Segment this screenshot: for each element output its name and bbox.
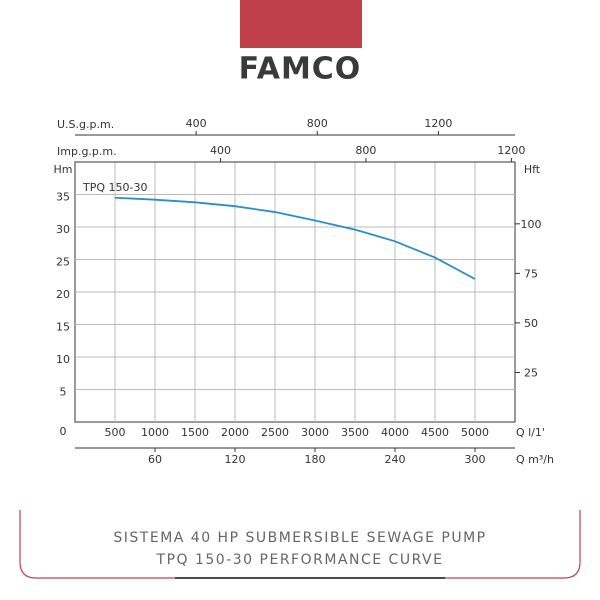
x2-tick-label: 400 [210, 144, 231, 157]
y-axis-label: Hm [54, 163, 73, 176]
curve [114, 196, 476, 280]
x2-tick-label: 240 [385, 453, 406, 466]
brand-bar [240, 0, 362, 48]
x2-tick-label: 800 [307, 117, 328, 130]
x-axis-label: Q l/1' [516, 426, 545, 439]
x2-tick-label: 180 [305, 453, 326, 466]
y-tick-label: 5 [60, 386, 67, 399]
x2-tick-label: 1200 [497, 144, 525, 157]
y-tick-label: 20 [56, 288, 70, 301]
x-tick-label: 1500 [181, 426, 209, 439]
y-tick-label: 10 [56, 353, 70, 366]
x2-tick-label: 400 [186, 117, 207, 130]
x-tick-label: 2000 [221, 426, 249, 439]
series-label: TPQ 150-30 [82, 181, 147, 194]
x-tick-label: 2500 [261, 426, 289, 439]
y2-tick-label: 75 [524, 267, 538, 280]
x-tick-label: 4500 [421, 426, 449, 439]
x-tick-label: 5000 [461, 426, 489, 439]
y-tick-label: 35 [56, 191, 70, 204]
x-tick-label: 1000 [141, 426, 169, 439]
y-tick-label: 30 [56, 223, 70, 236]
x2-tick-label: 300 [465, 453, 486, 466]
x2-tick-label: 800 [355, 144, 376, 157]
caption: TPQ 150-30 PERFORMANCE CURVE [156, 552, 444, 568]
x-tick-label: 3000 [301, 426, 329, 439]
y2-tick-label: 25 [524, 366, 538, 379]
y2-axis-label: Hft [524, 163, 541, 176]
x2-axis-label: U.S.g.p.m. [57, 118, 114, 131]
x2-axis-label: Imp.g.p.m. [57, 145, 117, 158]
logo: FAMCO [239, 52, 362, 87]
x2-tick-label: 120 [225, 453, 246, 466]
x-tick-label: 4000 [381, 426, 409, 439]
y2-tick-label: 100 [521, 218, 542, 231]
x-tick-label: 500 [105, 426, 126, 439]
y2-tick-label: 50 [524, 317, 538, 330]
x2-axis-label: Q m³/h [516, 453, 554, 466]
x2-tick-label: 60 [148, 453, 162, 466]
caption: SISTEMA 40 HP SUBMERSIBLE SEWAGE PUMP [113, 530, 486, 546]
y-tick-label: 15 [56, 321, 70, 334]
y-tick-label: 25 [56, 256, 70, 269]
y-tick-label: 0 [60, 425, 67, 438]
x-tick-label: 3500 [341, 426, 369, 439]
frame [19, 510, 581, 579]
x2-tick-label: 1200 [424, 117, 452, 130]
